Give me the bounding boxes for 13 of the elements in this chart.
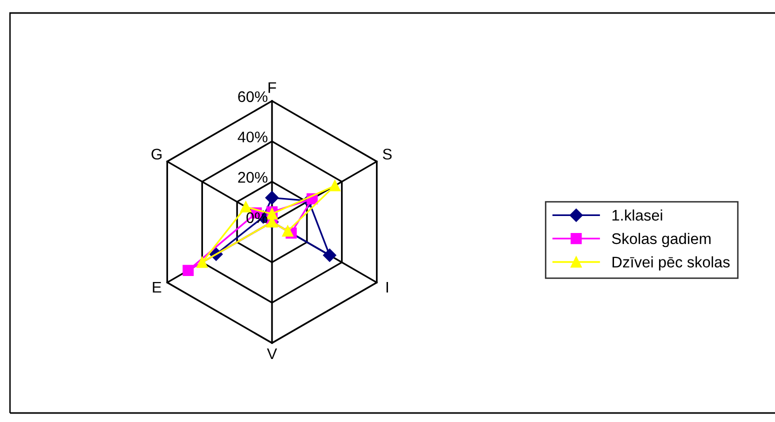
y-tick-label: 40% [238, 132, 268, 142]
legend-label: Skolas gadiem [612, 232, 711, 248]
spoke-label: G [152, 148, 162, 160]
legend-label: Dzīvei pēc skolas [612, 256, 730, 271]
spoke-label: S [382, 148, 392, 160]
y-tick-label: 0% [246, 212, 268, 224]
spoke-label: V [266, 348, 278, 360]
spoke-label: E [152, 282, 162, 292]
legend-label: 1.klasei [612, 209, 662, 221]
spoke-label: F [268, 82, 276, 93]
y-tick-label: 60% [238, 91, 268, 102]
spoke-label: I [386, 282, 388, 292]
y-tick-label: 20% [238, 172, 268, 183]
